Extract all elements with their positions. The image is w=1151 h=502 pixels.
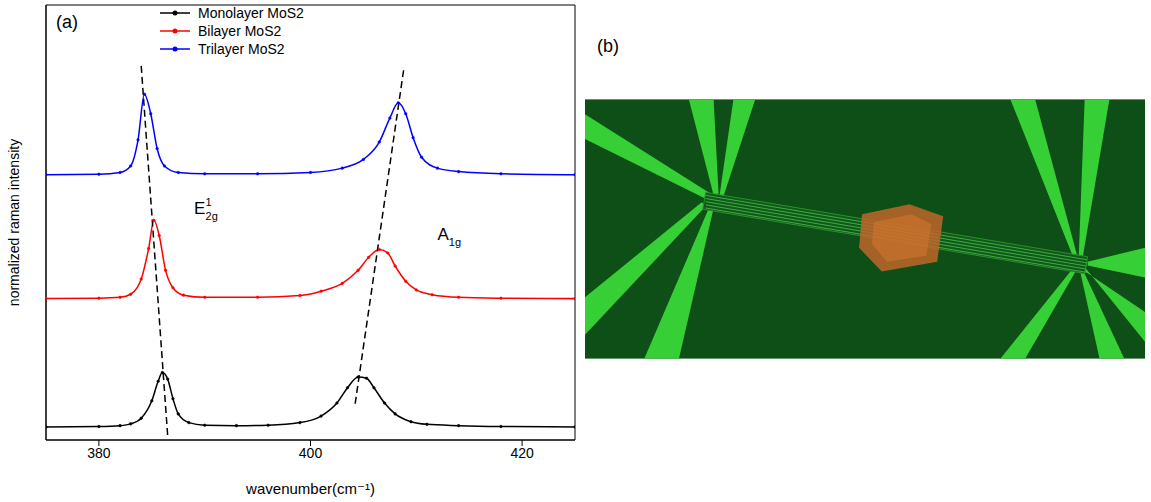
html-text:Monolayer MoS2: Monolayer MoS2 bbox=[198, 5, 304, 21]
svg-text:A1g: A1g bbox=[437, 225, 461, 248]
svg-text:wavenumber(cm⁻¹): wavenumber(cm⁻¹) bbox=[245, 480, 375, 497]
html-text:Trilayer MoS2: Trilayer MoS2 bbox=[198, 41, 285, 57]
svg-text:400: 400 bbox=[299, 445, 323, 461]
svg-text:normalized raman intensity: normalized raman intensity bbox=[6, 139, 22, 306]
svg-text:420: 420 bbox=[510, 445, 534, 461]
html-text:(b): (b) bbox=[597, 36, 619, 56]
svg-text:E12g: E12g bbox=[194, 196, 218, 222]
svg-text:380: 380 bbox=[87, 445, 111, 461]
html-text:(a): (a) bbox=[56, 12, 78, 32]
html-text:Bilayer MoS2: Bilayer MoS2 bbox=[198, 23, 282, 39]
